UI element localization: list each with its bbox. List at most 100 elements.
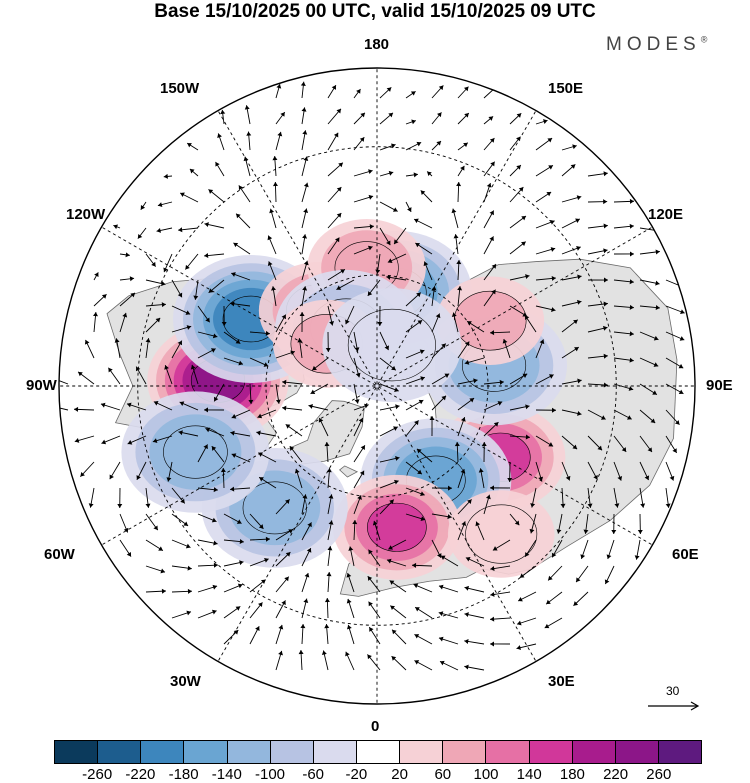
wind-arrow — [249, 579, 266, 593]
wind-vectors — [59, 81, 685, 671]
wind-arrow — [561, 144, 577, 151]
colorbar-tick-label: 220 — [603, 766, 629, 783]
wind-arrow — [203, 407, 225, 413]
wind-arrow-head — [88, 503, 94, 508]
wind-arrow — [353, 357, 361, 378]
wind-arrow-head — [233, 242, 239, 248]
wind-arrow-head — [211, 609, 217, 615]
wind-arrow-head — [368, 601, 373, 607]
wind-arrow — [301, 130, 308, 151]
wind-arrow — [388, 539, 407, 550]
wind-arrow — [379, 499, 395, 515]
wind-arrow — [197, 513, 217, 523]
wind-arrow — [353, 495, 362, 515]
wind-arrow-head — [185, 543, 191, 549]
wind-arrow-head — [517, 620, 522, 626]
wind-arrow — [405, 319, 423, 333]
wind-arrow-head — [441, 343, 446, 349]
wind-arrow-head — [284, 576, 289, 582]
colorbar-swatch — [55, 741, 99, 763]
wind-arrow — [178, 227, 199, 233]
wind-arrow — [587, 301, 608, 307]
wind-arrow-head — [302, 234, 308, 239]
wind-arrow — [114, 338, 121, 359]
wind-arrow — [367, 279, 381, 297]
wind-arrow-head — [603, 248, 608, 254]
wind-arrow-head — [300, 81, 306, 86]
wind-arrow-head — [525, 434, 530, 440]
wind-arrow — [457, 499, 472, 515]
wind-arrow-head — [672, 448, 677, 453]
brand-logo: MODES® — [606, 34, 707, 56]
wind-arrow-head — [538, 476, 544, 482]
wind-arrow — [353, 169, 373, 177]
wind-arrow — [282, 405, 303, 411]
wind-arrow — [639, 331, 659, 341]
wind-arrow-shaft — [59, 376, 69, 385]
wind-arrow — [535, 305, 556, 312]
wind-arrow-head — [237, 583, 243, 589]
wind-arrow — [145, 588, 166, 594]
wind-arrow-head — [678, 363, 684, 369]
wind-arrow-head — [324, 442, 330, 447]
wind-arrow-head — [550, 219, 555, 225]
wind-arrow-head — [491, 289, 496, 295]
wind-arrow-head — [255, 626, 260, 631]
wind-arrow-head — [312, 365, 317, 371]
wind-arrow — [535, 407, 557, 413]
wind-arrow — [353, 136, 365, 151]
wind-arrow-head — [388, 170, 394, 176]
wind-arrow-head — [464, 585, 469, 591]
wind-arrow-head — [321, 650, 327, 655]
wind-arrow — [353, 88, 361, 99]
wind-arrow — [256, 430, 277, 437]
wind-arrow — [77, 371, 95, 385]
wind-arrow-head — [310, 389, 316, 394]
wind-arrow — [275, 600, 286, 619]
wind-arrow — [204, 253, 225, 259]
wind-arrow-head — [359, 137, 365, 142]
wind-arrow-head — [640, 503, 646, 508]
wind-arrow — [524, 315, 537, 333]
lon-label-120w: 120W — [66, 206, 106, 223]
wind-arrow — [379, 383, 399, 392]
wind-arrow — [639, 305, 660, 311]
wind-arrow-head — [346, 573, 352, 578]
wind-arrow-head — [614, 503, 620, 508]
wind-arrow — [483, 161, 496, 177]
wind-arrow — [483, 182, 492, 203]
wind-arrow-head — [530, 503, 536, 508]
wind-arrow-head — [393, 426, 398, 431]
wind-arrow-head — [186, 325, 192, 330]
wind-arrow — [324, 624, 330, 645]
wind-arrow-head — [419, 349, 425, 355]
wind-arrow-head — [583, 529, 589, 534]
wind-arrow — [516, 643, 537, 651]
wind-arrow-head — [303, 182, 309, 188]
wind-arrow-head — [447, 514, 452, 520]
wind-arrow-head — [307, 522, 312, 528]
wind-arrow — [613, 279, 634, 285]
wind-arrow-head — [178, 430, 183, 436]
colorbar-swatch — [486, 741, 530, 763]
wind-arrow-head — [575, 218, 580, 223]
wind-arrow-head — [412, 562, 417, 568]
wind-arrow-head — [297, 338, 303, 343]
colorbar-ticks: -260 -220 -180 -140 -100 -60 -20 20 60 100 140 180 2… — [54, 766, 702, 783]
wind-arrow — [561, 218, 581, 229]
wind-arrow — [451, 312, 459, 333]
wind-arrow-head — [243, 156, 249, 162]
wind-arrow-head — [357, 495, 362, 500]
wind-arrow-head — [213, 487, 218, 493]
wind-arrow — [639, 357, 659, 367]
wind-arrow — [145, 253, 157, 267]
lon-label-30w: 30W — [170, 673, 201, 690]
wind-arrow-head — [364, 403, 369, 409]
wind-arrow — [346, 624, 355, 645]
wind-arrow — [197, 562, 218, 568]
wind-arrow — [414, 606, 433, 619]
wind-arrow — [379, 426, 398, 437]
wind-arrow-head — [457, 286, 463, 291]
wind-arrow — [516, 617, 537, 626]
wind-arrow — [613, 383, 634, 391]
